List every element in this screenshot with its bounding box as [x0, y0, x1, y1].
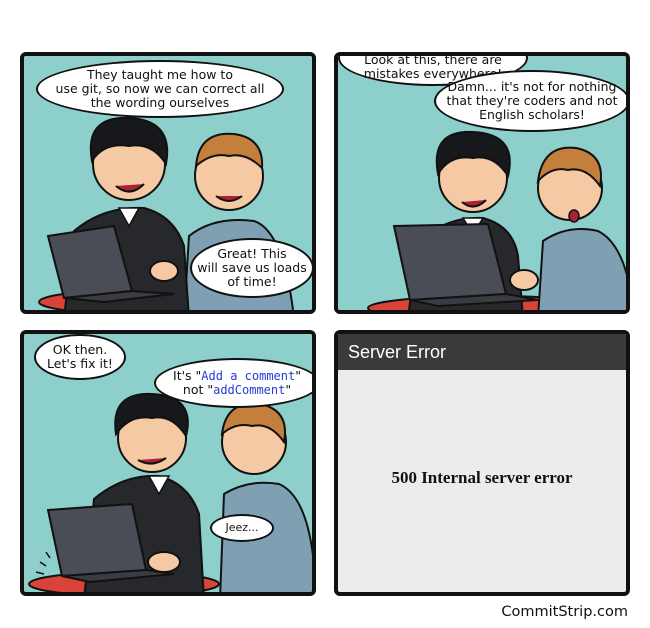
bubble-line-1: It's "Add a comment" [173, 368, 301, 384]
bubble-line: use git, so now we can correct all [55, 81, 265, 96]
server-error-message: 500 Internal server error [391, 468, 573, 487]
bubble-line-2: not "addComment" [173, 382, 301, 398]
ginger-guy-hair [536, 146, 602, 189]
dark-guy-hair [89, 116, 169, 167]
bubble-line: Damn... it's not for nothing [447, 79, 617, 94]
panel-4-server-error: Server Error 500 Internal server error [334, 330, 630, 596]
bubble-line: OK then. [52, 342, 108, 357]
dark-guy-hair [435, 130, 511, 179]
ginger-guy-hair [194, 132, 264, 171]
bubble-line: Look at this, there are [364, 52, 502, 67]
bubble-line: They taught me how to [86, 67, 233, 82]
speech-bubble-3c: Jeez... [210, 514, 274, 542]
laptop [46, 502, 148, 578]
bubble-line: that they're coders and not [446, 93, 618, 108]
bubble-text: Jeez... [225, 521, 259, 534]
bubble-line: the wording ourselves [90, 95, 230, 110]
bubble-text: It's " [173, 368, 202, 383]
server-error-header: Server Error [338, 334, 626, 370]
bubble-text: " [295, 368, 301, 383]
bubble-text: not " [182, 382, 214, 397]
speech-bubble-1a: They taught me how to use git, so now we… [36, 60, 284, 118]
bubble-line: of time! [227, 274, 277, 289]
bubble-text: " [285, 382, 292, 397]
speech-bubble-2b: Damn... it's not for nothing that they'r… [434, 70, 626, 132]
speech-bubble-3b: It's "Add a comment" not "addComment" [154, 358, 312, 408]
bubble-line: Great! This [217, 246, 287, 261]
code-snippet: addComment [213, 383, 286, 397]
ginger-guy-shirt [219, 481, 312, 592]
panel-2: Look at this, there are mistakes everywh… [334, 52, 630, 314]
bubble-line: Let's fix it! [47, 356, 113, 371]
laptop [392, 222, 508, 302]
bubble-line: English scholars! [479, 107, 585, 122]
speech-bubble-1b: Great! This will save us loads of time! [190, 238, 312, 298]
code-snippet: Add a comment [201, 369, 296, 383]
bubble-line: will save us loads [197, 260, 307, 275]
panel-1: They taught me how to use git, so now we… [20, 52, 316, 314]
panel-3: OK then. Let's fix it! It's "Add a comme… [20, 330, 316, 596]
speech-bubble-3a: OK then. Let's fix it! [34, 334, 126, 380]
dark-guy-hair [114, 392, 189, 439]
credit-text: CommitStrip.com [501, 604, 628, 620]
ginger-guy-shirt [537, 228, 626, 310]
